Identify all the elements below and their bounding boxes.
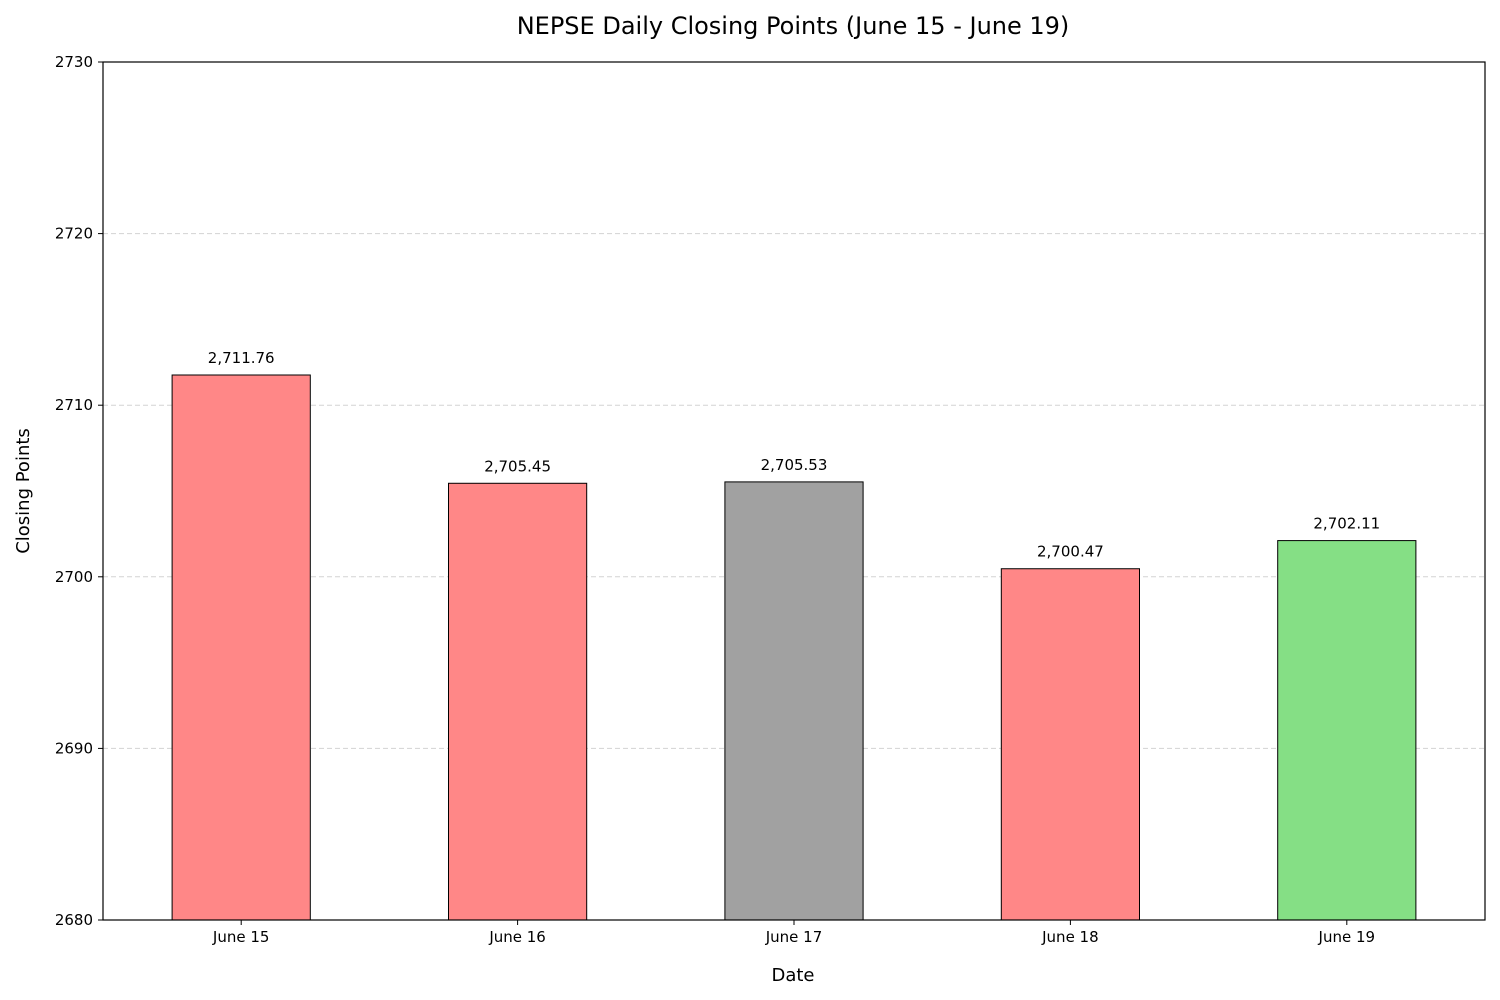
- bar-value-label: 2,700.47: [1037, 543, 1104, 561]
- y-axis-ticks: 2680 2690 2700 2710 2720 2730: [55, 53, 103, 929]
- bar: [171, 374, 311, 921]
- y-tick-label: 2690: [55, 739, 93, 757]
- y-tick-label: 2720: [55, 225, 93, 243]
- y-tick-label: 2730: [55, 53, 93, 71]
- x-tick-label: June 18: [1041, 928, 1099, 946]
- x-axis-label: Date: [771, 965, 814, 986]
- chart-title: NEPSE Daily Closing Points (June 15 - Ju…: [517, 12, 1070, 40]
- x-tick-label: June 17: [765, 928, 823, 946]
- data-labels: 2,711.76 2,705.45 2,705.53 2,700.47 2,702.11: [208, 349, 1380, 561]
- x-tick-label: June 15: [212, 928, 270, 946]
- x-tick-label: June 19: [1318, 928, 1376, 946]
- bar: [1277, 540, 1417, 921]
- y-tick-label: 2700: [55, 568, 93, 586]
- bar-value-label: 2,702.11: [1313, 515, 1380, 533]
- bar: [448, 482, 588, 921]
- x-axis-ticks: June 15 June 16 June 17 June 18 June 19: [212, 920, 1375, 946]
- y-axis-label: Closing Points: [13, 428, 34, 554]
- bar: [724, 481, 864, 921]
- y-tick-label: 2680: [55, 911, 93, 929]
- y-tick-label: 2710: [55, 396, 93, 414]
- bar-value-label: 2,705.53: [761, 456, 828, 474]
- x-tick-label: June 16: [488, 928, 546, 946]
- bar: [1000, 568, 1140, 921]
- bar-value-label: 2,705.45: [484, 457, 551, 475]
- bar-value-label: 2,711.76: [208, 349, 275, 367]
